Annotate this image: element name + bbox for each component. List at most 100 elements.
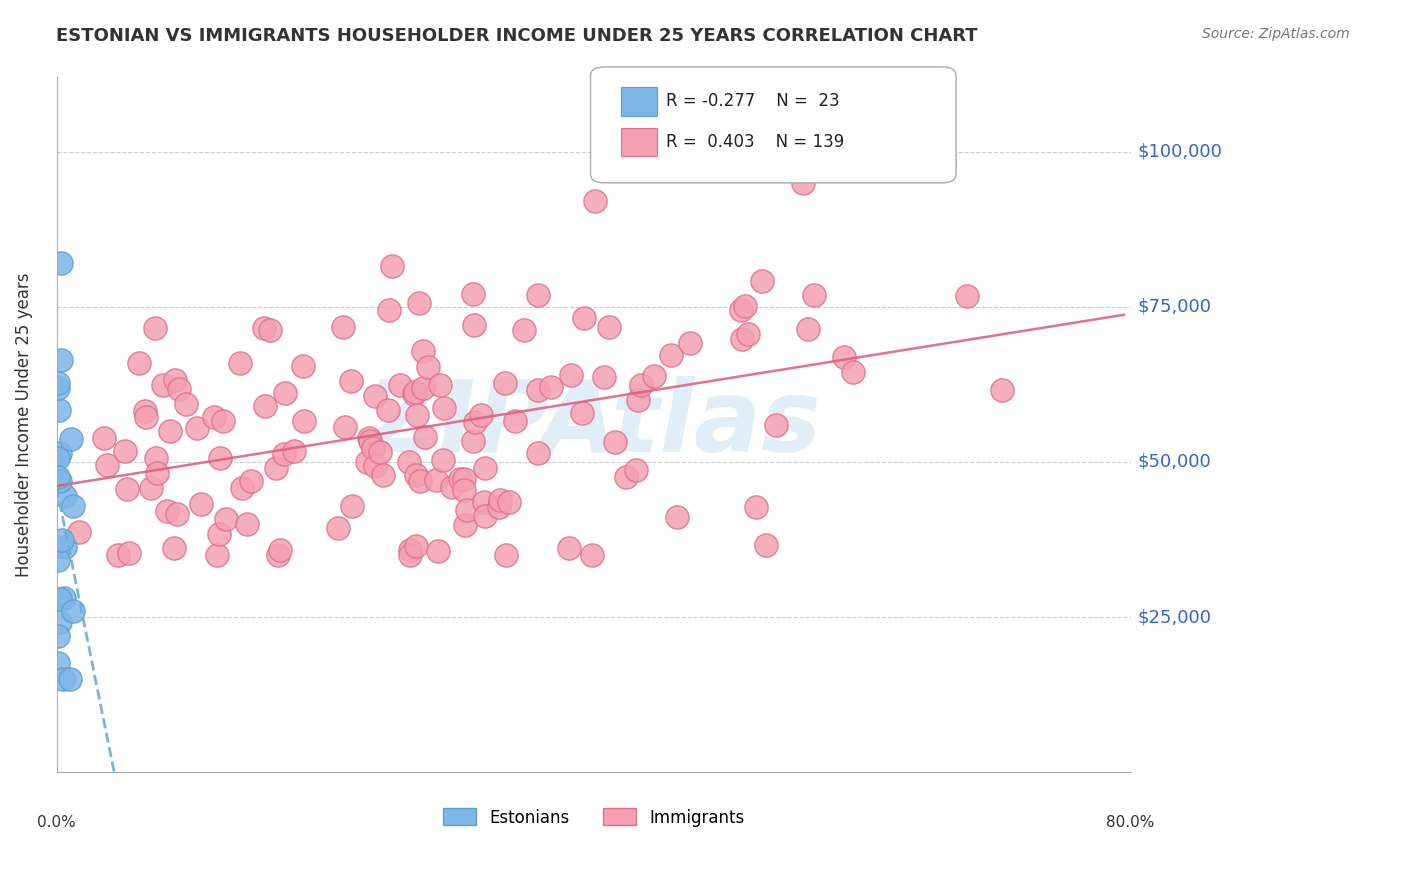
Point — [404, 385, 426, 400]
Point — [416, 360, 439, 375]
Point — [453, 472, 475, 486]
Point — [408, 296, 430, 310]
Point — [332, 320, 354, 334]
Point — [643, 368, 665, 383]
Point — [274, 385, 297, 400]
Point — [207, 527, 229, 541]
Point — [583, 194, 606, 209]
Text: $75,000: $75,000 — [1137, 298, 1212, 316]
Y-axis label: Householder Income Under 25 years: Householder Income Under 25 years — [15, 272, 32, 577]
Point — [52, 672, 75, 686]
Point — [474, 509, 496, 524]
Point — [357, 431, 380, 445]
Point — [426, 544, 449, 558]
Point — [406, 408, 429, 422]
Point — [239, 474, 262, 488]
Point — [335, 419, 357, 434]
Point — [737, 326, 759, 341]
Point — [283, 443, 305, 458]
Point — [526, 384, 548, 398]
Point — [156, 504, 179, 518]
Point — [361, 441, 384, 455]
Point — [558, 541, 581, 555]
Point — [364, 389, 387, 403]
Point — [433, 401, 456, 415]
Text: $25,000: $25,000 — [1137, 608, 1212, 626]
Point — [574, 310, 596, 325]
Point — [734, 300, 756, 314]
Point — [415, 430, 437, 444]
Point — [470, 408, 492, 422]
Point — [368, 444, 391, 458]
Point — [107, 548, 129, 562]
Point — [59, 432, 82, 446]
Point — [49, 474, 72, 488]
Point — [630, 377, 652, 392]
Point — [228, 355, 250, 369]
Legend: Estonians, Immigrants: Estonians, Immigrants — [436, 802, 751, 833]
Point — [412, 380, 434, 394]
Point — [364, 459, 387, 474]
Point — [49, 352, 72, 367]
Point — [526, 446, 548, 460]
Point — [378, 302, 401, 317]
Point — [464, 416, 486, 430]
Point — [48, 403, 70, 417]
Point — [51, 533, 73, 548]
Point — [449, 472, 471, 486]
Point — [513, 323, 536, 337]
Point — [755, 538, 778, 552]
Point — [267, 548, 290, 562]
Point — [143, 320, 166, 334]
Point — [540, 380, 562, 394]
Point — [62, 499, 84, 513]
Point — [264, 460, 287, 475]
Point — [603, 435, 626, 450]
Point — [429, 377, 451, 392]
Point — [186, 421, 208, 435]
Point — [269, 543, 291, 558]
Point — [62, 604, 84, 618]
Point — [624, 463, 647, 477]
Point — [616, 469, 638, 483]
Point — [454, 518, 477, 533]
Point — [326, 521, 349, 535]
Point — [49, 615, 72, 629]
Text: $100,000: $100,000 — [1137, 143, 1222, 161]
Point — [627, 392, 650, 407]
Point — [114, 444, 136, 458]
Point — [253, 400, 276, 414]
Point — [342, 499, 364, 513]
Point — [505, 414, 527, 428]
Point — [425, 473, 447, 487]
Point — [956, 289, 979, 303]
Point — [405, 539, 427, 553]
Point — [205, 548, 228, 562]
Point — [356, 455, 378, 469]
Point — [527, 288, 550, 302]
Point — [399, 542, 422, 557]
Point — [52, 591, 75, 605]
Point — [190, 497, 212, 511]
Point — [139, 481, 162, 495]
Point — [679, 335, 702, 350]
Point — [134, 403, 156, 417]
Point — [381, 259, 404, 273]
Point — [803, 288, 825, 302]
Point — [46, 450, 69, 465]
Point — [93, 431, 115, 445]
Point — [665, 510, 688, 524]
Point — [53, 540, 76, 554]
Point — [49, 591, 72, 606]
Point — [166, 507, 188, 521]
Point — [96, 458, 118, 472]
Point — [46, 380, 69, 394]
Point — [488, 500, 510, 515]
Point — [495, 548, 517, 562]
Point — [212, 414, 235, 428]
Point — [745, 500, 768, 515]
Point — [842, 365, 865, 379]
Point — [571, 406, 593, 420]
Point — [46, 656, 69, 670]
Point — [58, 672, 80, 686]
